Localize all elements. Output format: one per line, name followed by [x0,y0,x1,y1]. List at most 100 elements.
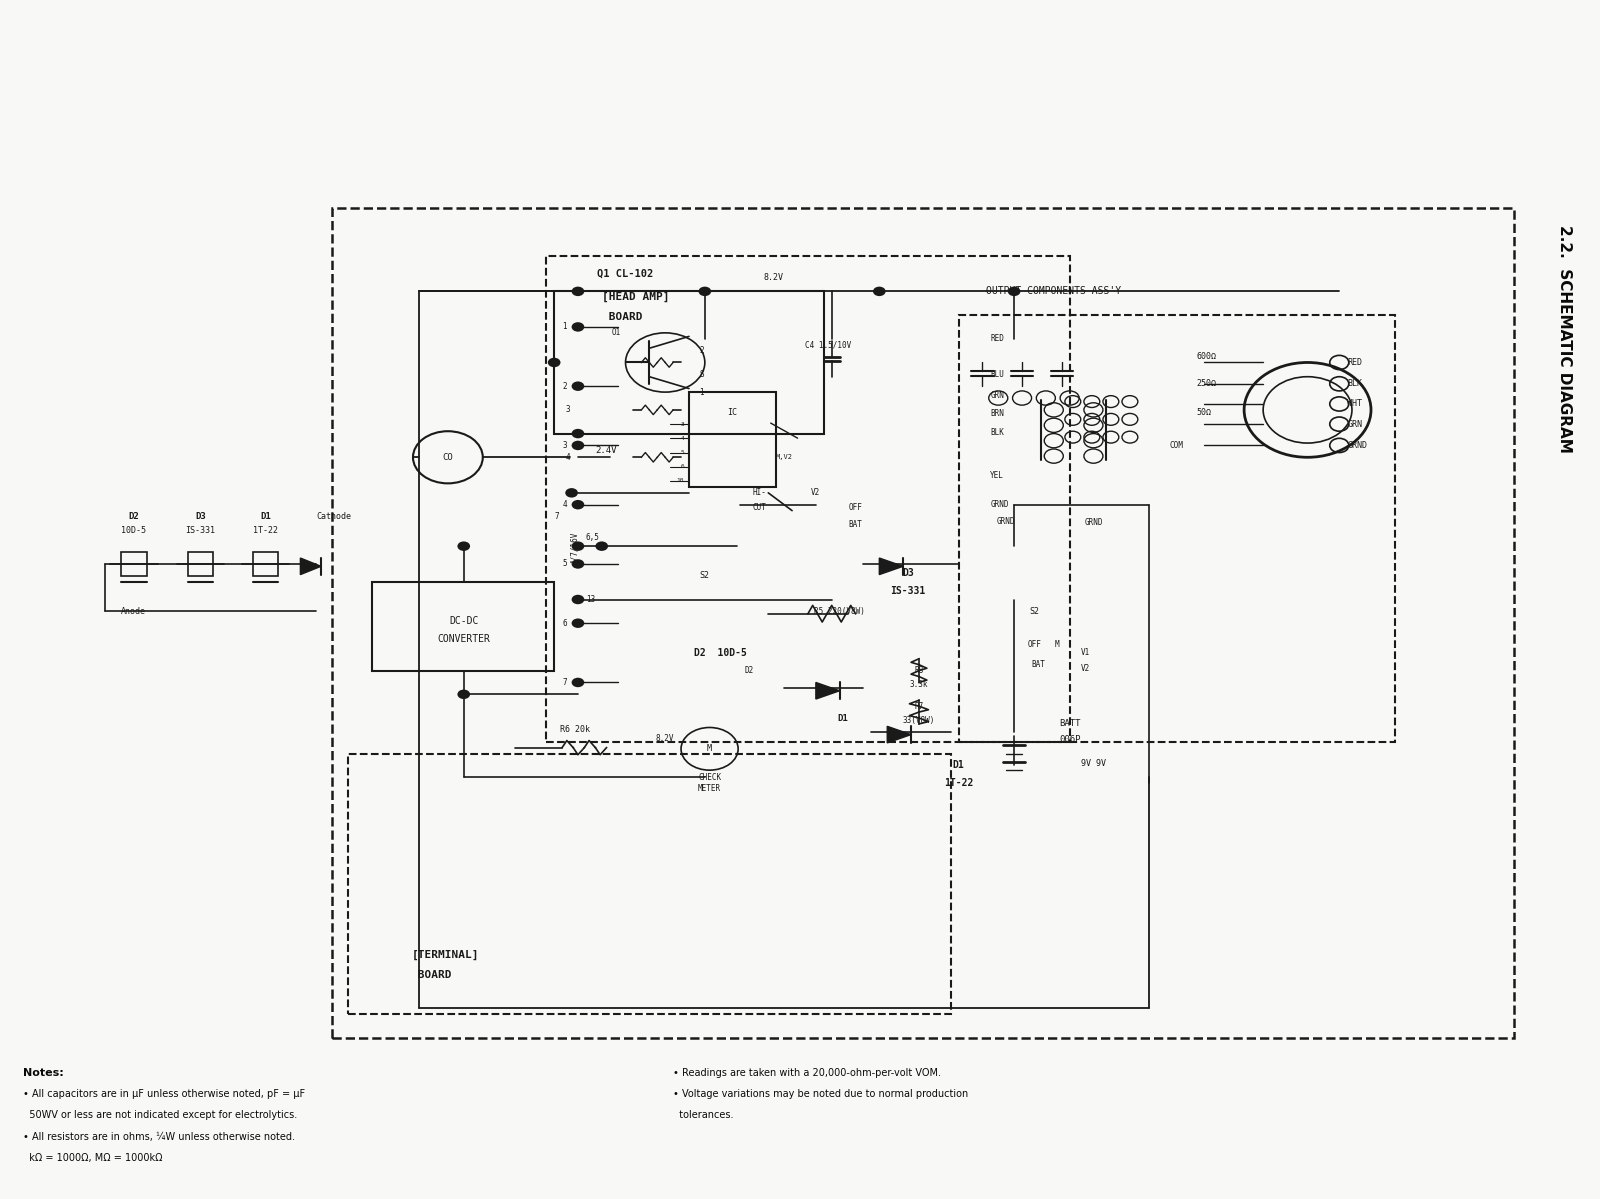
Text: BOARD: BOARD [411,970,451,980]
Text: M: M [1054,640,1059,649]
Text: 3: 3 [562,441,566,450]
Bar [122,552,147,576]
Text: tolerances.: tolerances. [674,1110,734,1120]
Circle shape [571,500,584,510]
Circle shape [458,689,470,699]
Circle shape [571,287,584,296]
Bar [546,255,1070,742]
Text: D2: D2 [128,512,139,522]
Text: IC: IC [726,408,736,417]
Text: GRN: GRN [1347,420,1362,428]
Text: IS-331: IS-331 [186,526,216,535]
Text: M,V2: M,V2 [776,454,792,460]
Circle shape [547,357,560,367]
Bar [371,582,554,670]
Text: D2: D2 [744,667,754,675]
Bar [333,209,1514,1038]
Circle shape [571,323,584,332]
Circle shape [571,677,584,687]
Text: R7: R7 [914,701,923,711]
Text: BAT: BAT [1030,661,1045,669]
Text: 7: 7 [562,677,566,687]
Text: V2: V2 [1082,664,1090,673]
Text: D1: D1 [261,512,270,522]
Text: GRND: GRND [1085,518,1102,528]
Text: WHT: WHT [1347,399,1362,409]
Text: 4: 4 [680,435,685,441]
Circle shape [595,542,608,550]
Text: Notes:: Notes: [22,1067,64,1078]
Text: S2: S2 [1030,607,1040,616]
Text: 8.2V: 8.2V [763,272,782,282]
Text: CUT: CUT [752,502,766,512]
Text: 006P: 006P [1059,735,1080,743]
Text: V1: V1 [1082,649,1090,657]
Text: 4: 4 [562,500,566,510]
Circle shape [1008,287,1021,296]
Text: 4: 4 [565,453,570,462]
Text: BAT: BAT [848,520,862,529]
Polygon shape [888,727,910,743]
Text: GRND: GRND [1347,441,1368,450]
Text: HI-: HI- [752,488,766,498]
Text: RED: RED [990,335,1005,343]
Text: 2: 2 [699,347,704,355]
Circle shape [458,542,470,550]
Text: • Voltage variations may be noted due to normal production: • Voltage variations may be noted due to… [674,1089,968,1099]
Text: YEL: YEL [990,470,1005,480]
Bar [958,315,1395,742]
Bar [253,552,278,576]
Bar [554,291,824,434]
Text: S2: S2 [699,571,710,580]
Text: D1: D1 [837,713,848,723]
Polygon shape [880,558,902,574]
Text: D1: D1 [952,760,965,771]
Text: 8.2V: 8.2V [656,734,675,742]
Text: GRND: GRND [990,500,1010,510]
Text: 5: 5 [680,450,685,456]
Bar [347,753,950,1014]
Text: 3.3k: 3.3k [910,680,928,689]
Text: Anode: Anode [122,607,146,616]
Text: 7: 7 [554,512,558,522]
Text: CO: CO [443,453,453,462]
Text: BRN: BRN [990,409,1005,418]
Text: 2: 2 [562,381,566,391]
Text: 3: 3 [565,405,570,415]
Text: BLK: BLK [990,428,1005,436]
Text: COM: COM [1170,441,1184,450]
Text: 13: 13 [586,595,595,604]
Text: 9V 9V: 9V 9V [1082,759,1106,767]
Text: RED: RED [1347,359,1362,367]
Text: 10: 10 [677,478,685,483]
Text: 6,5: 6,5 [586,534,600,542]
Text: 6: 6 [680,464,685,469]
Text: • All capacitors are in μF unless otherwise noted, pF = μF: • All capacitors are in μF unless otherw… [22,1089,306,1099]
Text: R8: R8 [914,667,923,675]
Text: Cathode: Cathode [317,512,352,522]
Text: [HEAD AMP]: [HEAD AMP] [602,293,669,302]
Text: OFF: OFF [1027,640,1042,649]
Text: 1: 1 [699,387,704,397]
Circle shape [571,441,584,450]
Text: 2.4V: 2.4V [595,446,618,454]
Circle shape [874,287,886,296]
Circle shape [571,381,584,391]
Text: OFF: OFF [848,502,862,512]
Text: 1: 1 [562,323,566,331]
Text: D3: D3 [195,512,206,522]
Text: O1: O1 [611,329,621,337]
Text: CONVERTER: CONVERTER [437,633,490,644]
Text: 10D-5: 10D-5 [122,526,146,535]
Circle shape [571,595,584,604]
Bar [690,392,776,487]
Text: GRND: GRND [997,517,1016,526]
Polygon shape [301,558,322,574]
Text: BLU: BLU [990,369,1005,379]
Text: 33(V8W): 33(V8W) [902,716,934,725]
Text: 2.2.  SCHEMATIC DIAGRAM: 2.2. SCHEMATIC DIAGRAM [1557,225,1573,453]
Text: 1T-22: 1T-22 [253,526,278,535]
Text: GRN: GRN [990,391,1005,400]
Text: 3: 3 [680,422,685,427]
Text: • Readings are taken with a 20,000-ohm-per-volt VOM.: • Readings are taken with a 20,000-ohm-p… [674,1067,941,1078]
